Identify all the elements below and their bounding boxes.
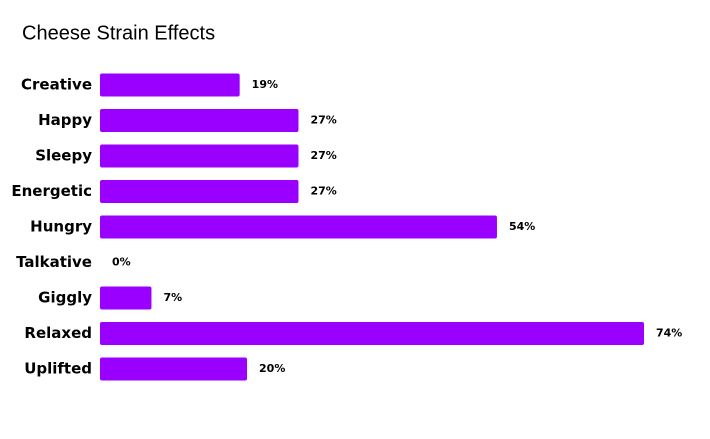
bar <box>100 144 299 168</box>
value-label: 27% <box>310 185 336 198</box>
bar <box>100 109 299 132</box>
bar <box>100 180 299 203</box>
value-label: 7% <box>163 291 182 304</box>
value-label: 20% <box>259 362 285 375</box>
bar <box>100 322 644 345</box>
category-label: Giggly <box>38 289 92 307</box>
chart-title: Cheese Strain Effects <box>22 22 215 44</box>
value-label: 27% <box>310 149 336 162</box>
category-label: Talkative <box>16 253 92 271</box>
bar <box>100 357 248 381</box>
bar <box>100 215 497 239</box>
category-label: Hungry <box>30 218 92 236</box>
value-label: 19% <box>252 78 278 91</box>
category-label: Happy <box>38 111 92 129</box>
value-label: 27% <box>310 114 336 127</box>
bar <box>100 73 240 97</box>
category-label: Uplifted <box>24 360 92 378</box>
value-label: 54% <box>509 220 535 233</box>
category-label: Energetic <box>11 182 92 200</box>
value-label: 74% <box>656 327 682 340</box>
category-label: Sleepy <box>35 147 92 165</box>
category-label: Relaxed <box>24 324 92 342</box>
category-label: Creative <box>21 76 92 94</box>
value-label: 0% <box>112 256 131 269</box>
bar <box>100 286 152 310</box>
